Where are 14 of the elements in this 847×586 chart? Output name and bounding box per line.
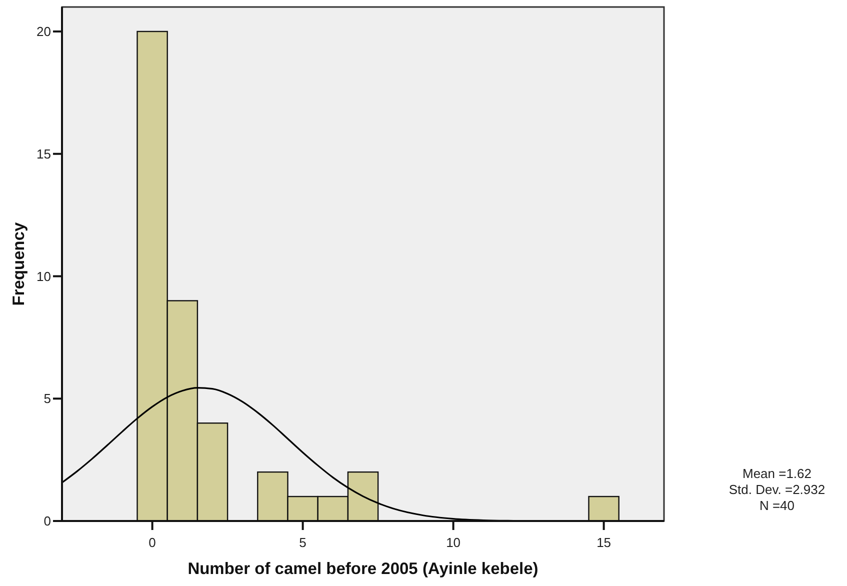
text: Std. Dev. =2.932	[728, 482, 826, 497]
y-tick-label: 10	[36, 268, 51, 284]
y-tick-label: 20	[36, 24, 51, 40]
x-tick-label: 5	[299, 535, 306, 550]
x-tick-label: 0	[148, 535, 156, 550]
text: N =40	[759, 498, 795, 513]
y-axis-title: Frequency	[10, 221, 28, 306]
x-tick-label: 10	[446, 535, 461, 550]
y-tick-label: 0	[44, 514, 51, 529]
x-axis-title: Number of camel before 2005 (Ayinle kebele)	[188, 560, 538, 578]
y-tick-label: 15	[36, 146, 51, 162]
y-tick-label: 5	[44, 391, 51, 406]
text: Mean =1.62	[742, 466, 812, 481]
x-tick-label: 15	[596, 535, 612, 550]
